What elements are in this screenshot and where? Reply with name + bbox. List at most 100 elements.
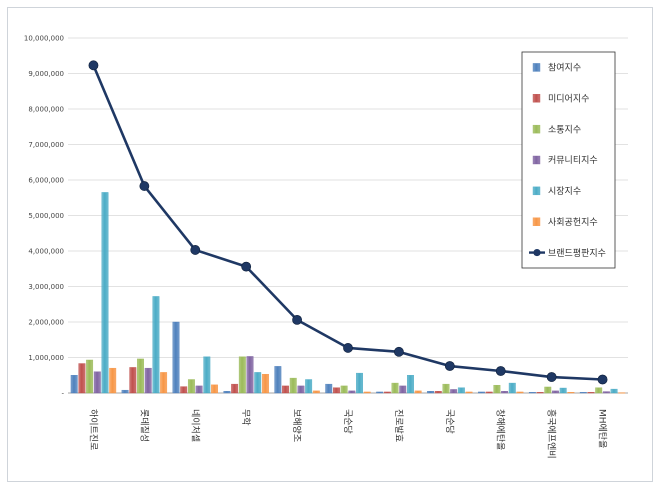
legend-swatch-미디어지수 — [532, 94, 541, 103]
bar-시장지수-하이트진로 — [101, 192, 109, 394]
x-category-label: 무학 — [240, 409, 251, 426]
line-point-창해에탄올 — [495, 366, 506, 376]
bar-소통지수-보해양조 — [289, 377, 297, 394]
line-series-group — [88, 60, 608, 385]
legend-swatch-커뮤니티지수 — [532, 155, 541, 165]
bar-소통지수-하이트진로 — [86, 359, 94, 394]
legend-label: 사회공헌지수 — [548, 217, 598, 228]
y-tick-label: 10,000,000 — [24, 35, 64, 43]
bar-참여지수-창해에탄올 — [478, 391, 485, 394]
legend-label: 브랜드평판지수 — [548, 248, 606, 259]
gridlines — [68, 37, 628, 358]
line-point-흥국에프엔비 — [546, 372, 557, 382]
bar-미디어지수-하이트진로 — [78, 363, 86, 394]
bar-소통지수-롯데칠성 — [137, 358, 144, 394]
bar-커뮤니티지수-MH에탄올 — [602, 391, 610, 394]
bar-시장지수-국순당 — [457, 387, 465, 394]
legend-swatch-시장지수 — [532, 186, 541, 196]
bar-소통지수-네이처셀 — [187, 379, 195, 394]
y-tick-label: 6,000,000 — [28, 177, 64, 185]
bar-시장지수-창해에탄올 — [508, 382, 516, 394]
bar-사회공헌지수-MH에탄올 — [618, 392, 626, 394]
bar-시장지수-네이처셀 — [203, 356, 211, 394]
legend-label: 소통지수 — [548, 124, 581, 135]
bar-series-group — [70, 192, 626, 394]
bar-참여지수-국순당 — [325, 383, 333, 394]
bar-사회공헌지수-창해에탄올 — [516, 391, 524, 394]
legend-box — [521, 51, 616, 269]
x-category-label: 네이처셀 — [189, 409, 201, 442]
bar-참여지수-보해양조 — [274, 366, 282, 394]
legend-label: 시장지수 — [548, 186, 581, 197]
bar-커뮤니티지수-창해에탄올 — [501, 391, 509, 394]
bar-미디어지수-롯데칠성 — [129, 367, 137, 394]
x-category-label: 보해양조 — [291, 409, 302, 442]
bar-시장지수-흥국에프엔비 — [559, 387, 567, 394]
chart-svg: - 1,000,000 2,000,000 3,000,000 4,000,000 5,0… — [24, 35, 628, 459]
x-category-label: 하이트진로 — [87, 409, 98, 450]
bar-사회공헌지수-네이처셀 — [211, 384, 218, 394]
bar-참여지수-하이트진로 — [70, 375, 78, 394]
line-point-롯데칠성 — [139, 181, 150, 191]
bar-소통지수-무학 — [238, 356, 246, 394]
line-point-보해양조 — [292, 314, 302, 325]
legend-label: 미디어지수 — [548, 93, 589, 104]
line-point-진로발효 — [394, 346, 404, 357]
line-point-네이처셀 — [190, 245, 201, 255]
bar-참여지수-네이처셀 — [172, 321, 180, 394]
bar-커뮤니티지수-롯데칠성 — [144, 367, 152, 394]
bar-참여지수-국순당 — [427, 391, 435, 394]
bar-미디어지수-진로발효 — [383, 391, 391, 394]
line-point-국순당 — [343, 343, 353, 353]
bar-사회공헌지수-국순당 — [363, 391, 371, 394]
bar-미디어지수-MH에탄올 — [587, 392, 595, 394]
bar-커뮤니티지수-무학 — [246, 356, 254, 394]
x-category-label: MH에탄올 — [597, 409, 608, 448]
bar-참여지수-롯데칠성 — [121, 389, 129, 394]
y-tick-label: 4,000,000 — [28, 248, 64, 256]
bar-미디어지수-무학 — [231, 383, 239, 394]
bar-참여지수-무학 — [223, 391, 231, 394]
bar-소통지수-진로발효 — [391, 382, 399, 394]
bar-사회공헌지수-보해양조 — [312, 390, 320, 394]
bar-시장지수-진로발효 — [407, 375, 414, 394]
bar-참여지수-MH에탄올 — [579, 392, 587, 394]
chart-frame: - 1,000,000 2,000,000 3,000,000 4,000,000 5,0… — [7, 7, 653, 482]
bar-참여지수-흥국에프엔비 — [528, 392, 536, 394]
x-category-label: 국순당 — [444, 409, 455, 434]
bar-사회공헌지수-롯데칠성 — [160, 372, 168, 394]
bar-소통지수-창해에탄올 — [493, 384, 501, 394]
bar-커뮤니티지수-하이트진로 — [93, 371, 101, 394]
bar-사회공헌지수-국순당 — [465, 391, 473, 394]
bar-사회공헌지수-진로발효 — [414, 390, 422, 394]
bar-참여지수-진로발효 — [376, 391, 384, 394]
bar-시장지수-MH에탄올 — [610, 388, 618, 394]
bar-사회공헌지수-흥국에프엔비 — [567, 392, 575, 394]
y-tick-label: - — [61, 390, 64, 398]
bar-사회공헌지수-하이트진로 — [109, 367, 117, 394]
legend-swatch-참여지수 — [532, 63, 541, 72]
bar-미디어지수-창해에탄올 — [485, 391, 493, 394]
bar-소통지수-국순당 — [340, 385, 348, 394]
bar-소통지수-흥국에프엔비 — [544, 386, 552, 394]
bar-미디어지수-네이처셀 — [180, 386, 188, 394]
y-tick-label: 9,000,000 — [28, 70, 64, 78]
bar-커뮤니티지수-진로발효 — [399, 385, 407, 394]
y-tick-label: 3,000,000 — [28, 283, 64, 291]
bar-사회공헌지수-무학 — [261, 373, 269, 394]
legend-swatch-소통지수 — [532, 124, 541, 134]
x-category-label: 국순당 — [342, 409, 353, 434]
y-tick-label: 5,000,000 — [28, 212, 64, 220]
line-point-국순당 — [444, 361, 455, 371]
y-tick-label: 7,000,000 — [28, 141, 64, 149]
bar-시장지수-국순당 — [356, 372, 363, 394]
bar-시장지수-무학 — [254, 372, 262, 394]
legend-swatch-사회공헌지수 — [532, 217, 541, 226]
bar-커뮤니티지수-흥국에프엔비 — [552, 390, 559, 394]
bar-커뮤니티지수-보해양조 — [297, 385, 305, 394]
bar-소통지수-MH에탄올 — [595, 387, 603, 394]
x-axis-category-labels: 하이트진로 롯데칠성 네이처셀 무학 보해양조 국순당 진로발효 국순당 창해에탄올 흥국에프엔비… — [87, 409, 607, 459]
x-category-label: 롯데칠성 — [138, 409, 149, 442]
line-point-MH에탄올 — [597, 374, 608, 385]
